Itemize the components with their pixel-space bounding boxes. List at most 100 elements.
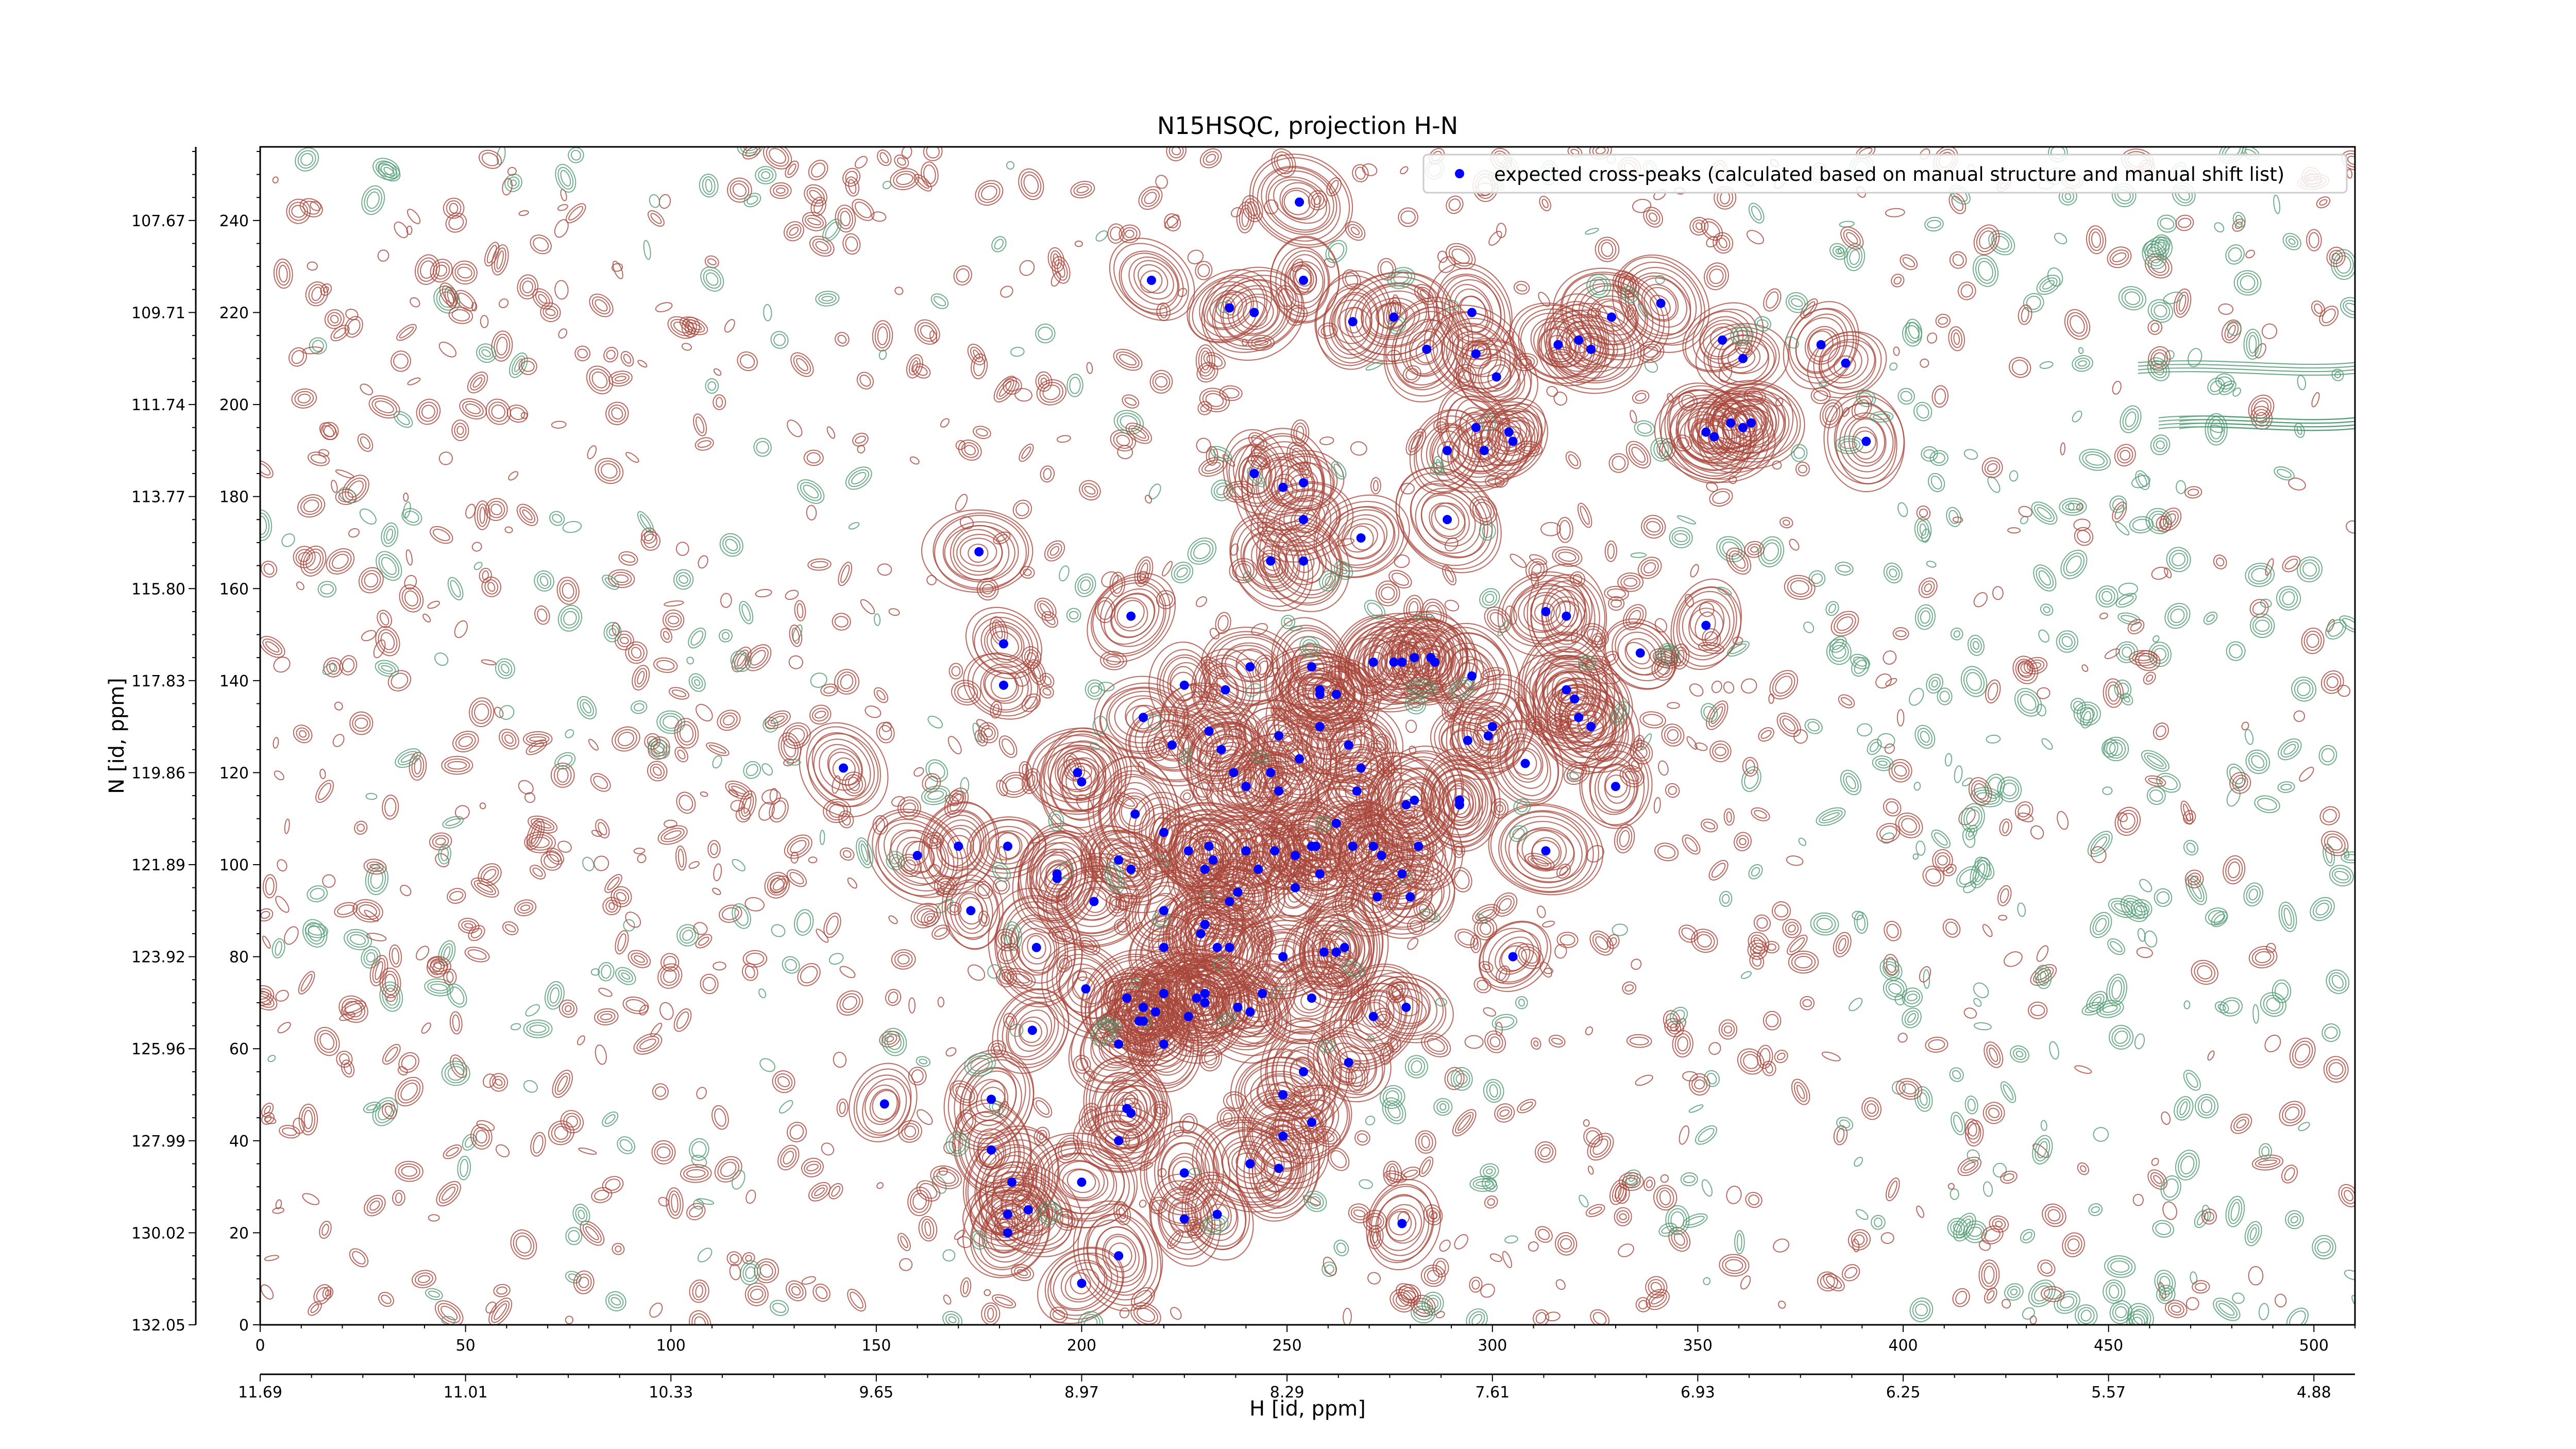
peak-contour [807,733,879,807]
chart-title: N15HSQC, projection H-N [1157,112,1458,140]
peak-contour [1256,511,1350,612]
peak-contour [1494,420,1536,464]
peak-contour [1487,364,1511,389]
peak-contour [1458,296,1488,333]
peak-contour [1282,630,1343,700]
peak-contour [1313,494,1410,578]
peak-contour [1087,572,1176,663]
peak-contour [1431,502,1466,537]
peak-contour [1848,418,1886,464]
peak-contour [1439,389,1511,472]
peak-contour [1434,505,1460,530]
peak-contour [1682,302,1764,373]
peak-contour [1100,582,1165,647]
peak-contour [811,732,875,801]
peak-contour [1633,275,1691,335]
peak-contour [1306,711,1395,782]
peak-contour [1421,492,1476,547]
peak-contour [1377,303,1406,330]
peak-contour [1595,300,1629,332]
peak-contour [1442,317,1516,390]
peak-contour [1431,430,1461,467]
peak-contour [1643,287,1677,321]
peak-contour [1807,328,1839,362]
peak-contour [1121,252,1180,310]
peak-contour [1788,308,1857,384]
peak-contour [1281,188,1315,219]
peak-contour [1298,653,1325,684]
peak-contour [1188,275,1268,343]
peak-contour [1423,305,1528,402]
peak-contour [1727,347,1756,368]
peak-contour [1290,507,1320,533]
peak-contour [1650,295,1671,316]
peak-contour [827,748,862,786]
peak-contour [1092,580,1166,654]
peak-contour [1843,416,1887,467]
peak-contour [1696,380,1805,469]
peak-contour [1265,170,1334,233]
peak-contour [1694,393,1769,449]
peak-contour [1480,359,1512,392]
peak-contour [1436,267,1511,360]
peak-contour [1211,673,1238,711]
peak-contour [984,670,1019,702]
peak-contour [1091,576,1171,657]
peak-contour [1429,311,1522,398]
peak-contour [1227,288,1280,336]
peak-contour [1259,515,1344,606]
peak-contour [1808,330,1834,358]
peak-contour [1415,339,1438,364]
peak-contour [974,617,1033,674]
peak-contour [1204,270,1303,353]
peak-contour [980,621,1030,668]
peak-contour [1823,390,1905,493]
peak-contour [1133,260,1174,300]
peak-contour [1116,600,1145,628]
peak-contour [1341,518,1385,560]
peak-contour [1113,243,1189,316]
spectrum-contours [260,147,2355,1325]
peak-contour [1272,625,1350,713]
peak-contour [1571,283,1648,350]
peak-contour [1449,283,1494,339]
peak-contour [1467,348,1526,402]
peak-contour [1249,154,1353,248]
peak-contour [1376,756,1457,842]
peak-contour [1328,770,1382,812]
peak-contour [953,529,1003,576]
peak-contour [1821,341,1869,384]
peak-contour [1236,658,1262,678]
peak-contour [1530,317,1587,368]
peak-contour [1839,412,1894,473]
peak-contour [1297,666,1375,723]
peak-contour [1365,297,1420,338]
peak-contour [944,525,1015,581]
peak-contour [1395,467,1502,574]
peak-contour [1209,742,1263,805]
peak-contour [1424,759,1493,838]
peak-contour [1267,176,1330,231]
peak-contour [1337,514,1388,559]
peak-contour [806,726,882,807]
peak-contour [1391,307,1464,391]
peak-contour [972,612,1039,675]
peak-contour [1477,403,1549,479]
peak-contour [990,672,1018,699]
peak-contour [1284,461,1325,502]
peak-contour [1560,272,1665,361]
peak-contour [1612,254,1710,353]
peak-contour [1138,264,1168,294]
peak-contour [1315,500,1404,578]
plot-area [260,147,2355,1325]
peak-contour [1537,302,1645,394]
peak-contour [1676,397,1738,463]
peak-contour [1128,256,1179,305]
peak-contour [1478,357,1519,398]
peak-contour [1252,157,1350,246]
peak-contour [1275,247,1330,317]
peak-contour [959,537,997,566]
peak-contour [1257,165,1341,242]
peak-contour [1575,335,1609,365]
